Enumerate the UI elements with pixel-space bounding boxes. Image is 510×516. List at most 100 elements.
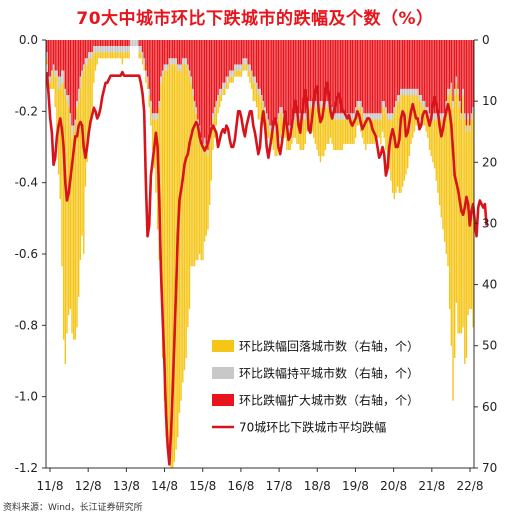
bar-flat [187, 64, 189, 71]
bar-expand [324, 40, 327, 102]
bar-expand [452, 40, 454, 102]
bar-rebound [210, 131, 213, 181]
bar-rebound [316, 107, 318, 151]
bar-expand [93, 40, 95, 47]
bar-expand [172, 40, 174, 59]
bar-expand [313, 40, 315, 102]
bar-expand [56, 40, 58, 71]
bar-expand [252, 40, 254, 77]
bar-flat [126, 46, 129, 53]
bar-expand [464, 40, 466, 114]
bar-flat [363, 113, 365, 120]
bar-expand [465, 40, 468, 126]
bar-rebound [168, 64, 171, 462]
bar-flat [405, 88, 407, 96]
y-right-tick-label: 10 [482, 94, 497, 108]
x-tick-label: 13/8 [113, 479, 140, 493]
bar-flat [148, 88, 150, 96]
bar-rebound [213, 113, 216, 138]
bar-flat [156, 113, 159, 120]
bar-expand [192, 40, 194, 89]
bar-rebound [89, 58, 92, 120]
bar-rebound [314, 107, 317, 144]
bar-rebound [232, 76, 234, 83]
bar-flat [101, 46, 103, 53]
bar-rebound [443, 119, 446, 242]
bar-flat [311, 101, 313, 108]
bar-rebound [395, 107, 397, 193]
bar-flat [398, 95, 400, 102]
bar-flat [378, 113, 380, 120]
bar-expand [408, 40, 411, 89]
bar-expand [170, 40, 172, 59]
bar-expand [200, 40, 202, 138]
bar-flat [239, 64, 241, 71]
bar-rebound [160, 82, 162, 291]
bar-rebound [118, 52, 120, 59]
bar-expand [380, 40, 382, 114]
bar-expand [297, 40, 300, 114]
bar-rebound [376, 119, 379, 138]
bar-rebound [450, 88, 453, 346]
bar-flat [193, 101, 196, 108]
bar-expand [250, 40, 253, 71]
bar-rebound [66, 101, 68, 334]
bar-rebound [291, 131, 293, 144]
bar-expand [281, 40, 283, 108]
bar-rebound [319, 107, 322, 163]
bar-rebound [183, 64, 186, 371]
bar-rebound [235, 70, 238, 77]
bar-rebound [67, 107, 70, 316]
bar-flat [395, 101, 397, 108]
bar-rebound [329, 107, 332, 138]
bar-rebound [69, 125, 72, 310]
bar-flat [396, 95, 399, 102]
bar-expand [437, 40, 439, 114]
bar-flat [418, 95, 421, 102]
bar-flat [460, 113, 463, 120]
bar-expand [227, 40, 229, 77]
bar-expand [173, 40, 176, 59]
bar-flat [250, 70, 253, 77]
bar-expand [46, 40, 48, 53]
bar-flat [448, 88, 451, 96]
bar-flat [307, 101, 310, 108]
bar-flat [472, 107, 474, 114]
bar-flat [432, 113, 434, 120]
bar-expand [260, 40, 263, 96]
bar-expand [49, 40, 51, 77]
bar-expand [76, 40, 78, 102]
bar-flat [78, 88, 80, 102]
bar-rebound [452, 107, 454, 401]
bar-flat [121, 46, 124, 53]
bar-flat [143, 58, 145, 65]
bar-expand [403, 40, 406, 89]
bar-expand [395, 40, 397, 102]
bar-expand [222, 40, 224, 83]
bar-flat [267, 119, 270, 126]
bar-expand [128, 40, 130, 47]
bar-expand [351, 40, 354, 114]
bar-rebound [465, 131, 468, 358]
bar-expand [155, 40, 157, 114]
bar-flat [150, 101, 152, 108]
bar-expand [341, 40, 343, 114]
bar-rebound [321, 107, 323, 157]
bar-rebound [398, 101, 400, 193]
bar-expand [106, 40, 108, 47]
bar-rebound [93, 52, 95, 83]
bar-expand [237, 40, 239, 65]
bar-expand [69, 40, 72, 114]
bar-rebound [200, 143, 202, 261]
bar-flat [274, 125, 276, 132]
bar-expand [396, 40, 399, 96]
bar-flat [140, 46, 142, 53]
bar-expand [140, 40, 142, 47]
bar-expand [272, 40, 275, 126]
bar-flat [390, 113, 392, 120]
bar-expand [354, 40, 357, 108]
bar-expand [314, 40, 317, 102]
bar-rebound [294, 119, 296, 138]
bar-rebound [433, 119, 436, 169]
bar-flat [172, 58, 174, 65]
